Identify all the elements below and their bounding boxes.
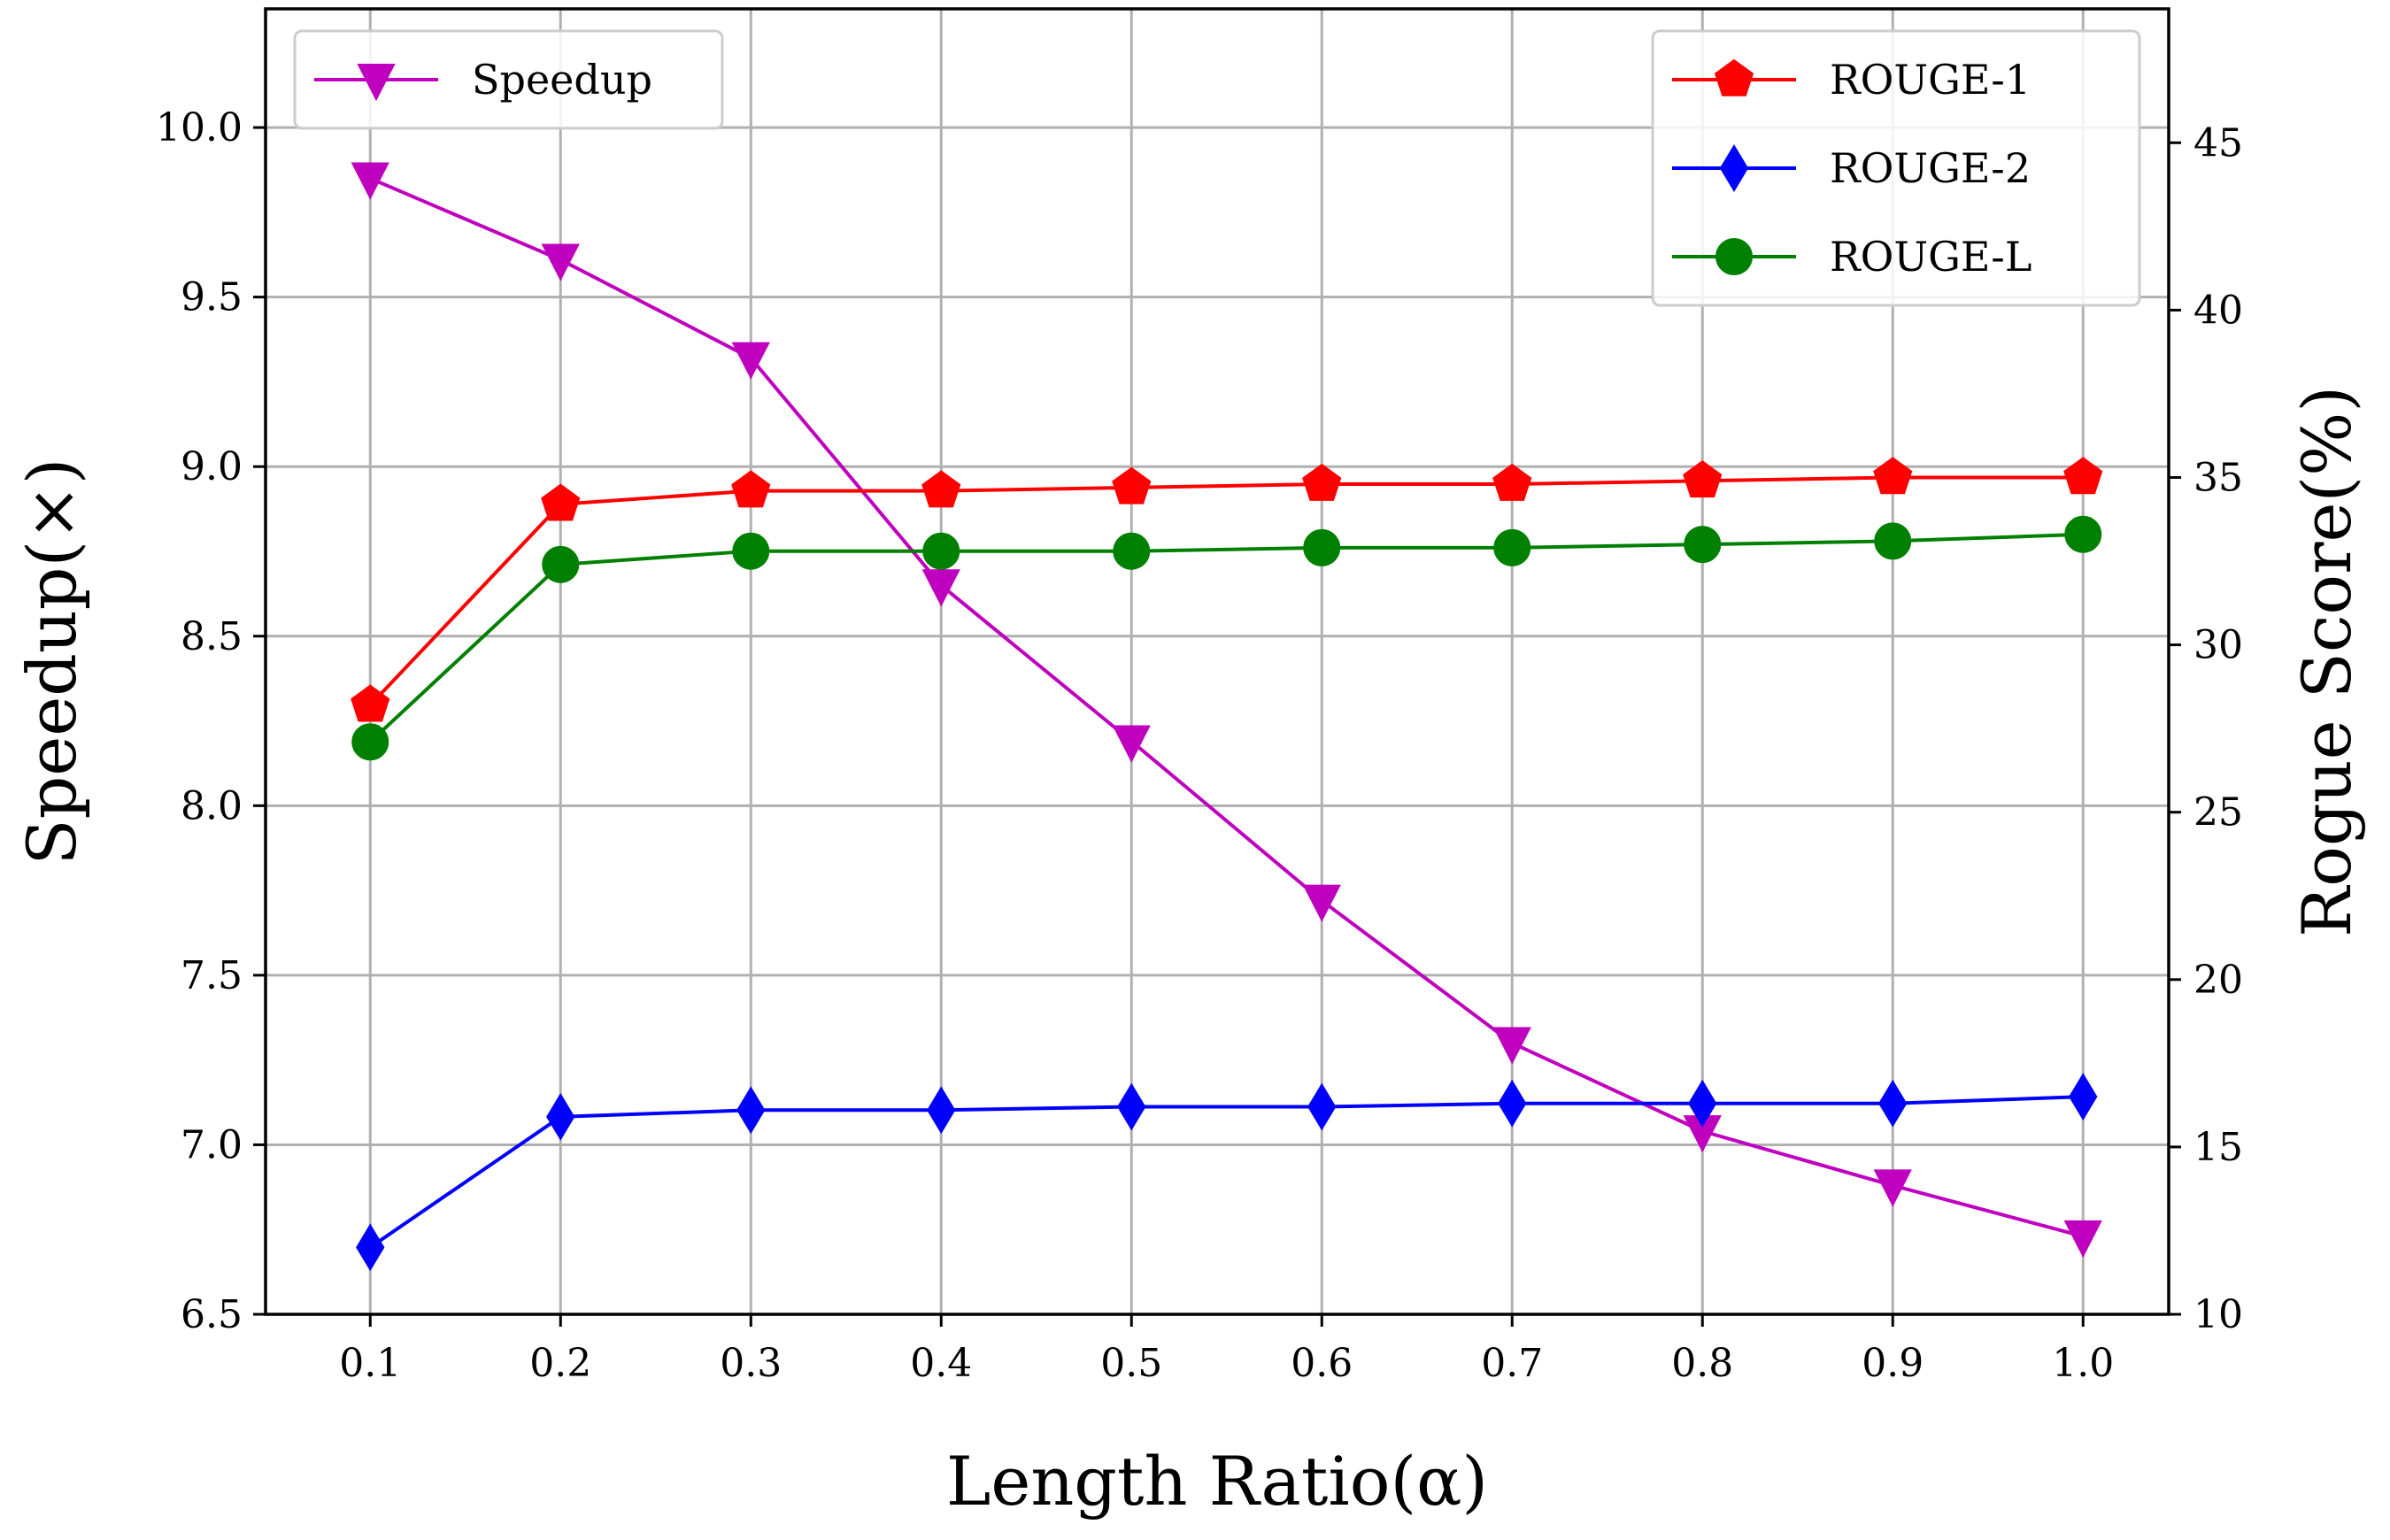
series-layer: [351, 162, 2103, 1272]
data-point-rouge-1: [921, 470, 961, 508]
data-point-speedup: [1873, 1169, 1912, 1207]
data-point-speedup: [1302, 884, 1341, 922]
y-right-tick-label: 30: [2193, 623, 2243, 668]
legend-label-speedup: Speedup: [472, 56, 652, 104]
data-point-speedup: [2063, 1220, 2102, 1259]
data-point-rouge-2: [1307, 1082, 1337, 1131]
data-point-rouge-l: [1493, 528, 1531, 566]
y-left-tick-label: 6.5: [181, 1292, 243, 1337]
data-point-rouge-1: [2063, 457, 2103, 495]
y-right-tick-label: 45: [2193, 120, 2243, 166]
legend-label-rouge-1: ROUGE-1: [1830, 56, 2031, 104]
x-tick-label: 0.1: [339, 1341, 401, 1386]
x-tick-label: 1.0: [2052, 1341, 2114, 1386]
legend-marker-rouge-1: [1714, 58, 1754, 96]
data-point-rouge-l: [1874, 522, 1912, 560]
legend-top-left: Speedup: [293, 29, 724, 130]
x-tick-label: 0.8: [1671, 1341, 1733, 1386]
series-line-rouge-2: [369, 1095, 2084, 1250]
series-line-rouge-l: [368, 532, 2084, 743]
x-tick-label: 0.6: [1291, 1341, 1353, 1386]
data-point-rouge-2: [1688, 1079, 1717, 1128]
data-point-speedup: [731, 342, 770, 380]
y-axis-left-label: Speedup(×): [12, 458, 91, 866]
data-point-rouge-2: [356, 1223, 385, 1272]
y-right-tick-label: 35: [2193, 455, 2243, 500]
legend-box: [293, 29, 724, 130]
data-point-speedup: [351, 162, 389, 200]
data-point-speedup: [1112, 725, 1151, 763]
data-point-rouge-2: [927, 1086, 956, 1135]
legend-marker-rouge-l: [1715, 238, 1753, 275]
legend-label-rouge-2: ROUGE-2: [1830, 144, 2031, 192]
x-tick-label: 0.7: [1481, 1341, 1543, 1386]
data-point-rouge-1: [731, 470, 771, 508]
y-right-tick-label: 15: [2193, 1125, 2243, 1170]
data-point-speedup: [1492, 1027, 1531, 1065]
data-point-rouge-2: [2069, 1073, 2098, 1121]
data-point-speedup: [541, 243, 580, 281]
legend-marker-rouge-2: [1719, 144, 1749, 192]
series-rouge-l: [351, 515, 2102, 761]
y-axis-right: 10 15 20 25 30 35 40 45: [2169, 120, 2243, 1337]
series-rouge-1: [351, 457, 2103, 722]
x-axis: 0.1 0.2 0.3 0.4 0.5 0.6 0.7 0.8 0.9 1.0: [339, 1314, 2114, 1386]
data-point-rouge-1: [1302, 463, 1342, 501]
data-point-rouge-1: [1873, 457, 1913, 495]
x-tick-label: 0.4: [910, 1341, 972, 1386]
data-point-rouge-2: [1878, 1079, 1908, 1128]
data-point-rouge-2: [546, 1092, 575, 1141]
data-point-rouge-2: [1117, 1082, 1146, 1131]
y-left-tick-label: 9.5: [181, 275, 243, 320]
data-point-rouge-1: [541, 483, 581, 521]
data-point-rouge-1: [351, 684, 390, 722]
data-point-speedup: [921, 569, 960, 607]
y-left-tick-label: 9.0: [181, 444, 243, 489]
y-left-tick-label: 7.5: [181, 953, 243, 998]
y-left-tick-label: 8.5: [181, 614, 243, 659]
series-line-speedup: [369, 176, 2084, 1238]
data-point-rouge-2: [1498, 1079, 1527, 1128]
y-right-tick-label: 25: [2193, 790, 2243, 835]
x-tick-label: 0.5: [1100, 1341, 1162, 1386]
data-point-rouge-l: [542, 545, 580, 583]
legend-top-right: ROUGE-1 ROUGE-2 ROUGE-L: [1651, 29, 2141, 307]
y-right-tick-label: 40: [2193, 288, 2243, 333]
data-point-rouge-1: [1492, 463, 1532, 501]
data-point-rouge-l: [351, 723, 389, 761]
y-right-tick-label: 10: [2193, 1292, 2243, 1337]
data-point-rouge-l: [732, 532, 770, 570]
data-point-rouge-1: [1112, 466, 1152, 504]
x-axis-label: Length Ratio(α): [946, 1442, 1488, 1521]
y-axis-right-label: Rogue Score(%): [2287, 386, 2366, 937]
series-line-rouge-1: [368, 475, 2084, 707]
x-tick-label: 0.9: [1862, 1341, 1924, 1386]
data-point-rouge-l: [2064, 515, 2102, 553]
plot-frame: [264, 7, 2170, 1316]
y-axis-left: 6.5 7.0 7.5 8.0 8.5 9.0 9.5 10.0: [156, 105, 266, 1337]
data-point-rouge-2: [736, 1086, 766, 1135]
data-point-rouge-l: [922, 532, 960, 570]
x-tick-label: 0.3: [720, 1341, 782, 1386]
y-left-tick-label: 7.0: [181, 1122, 243, 1167]
x-tick-label: 0.2: [529, 1341, 591, 1386]
data-point-rouge-l: [1684, 526, 1722, 564]
y-right-tick-label: 20: [2193, 958, 2243, 1003]
legend-marker-speedup: [357, 64, 396, 102]
series-speedup: [351, 162, 2102, 1259]
data-point-rouge-l: [1303, 528, 1341, 566]
legend-box: [1651, 29, 2141, 307]
data-point-rouge-1: [1683, 460, 1723, 498]
y-left-tick-label: 10.0: [156, 105, 243, 150]
y-left-tick-label: 8.0: [181, 783, 243, 828]
data-point-rouge-l: [1113, 532, 1151, 570]
legend-label-rouge-l: ROUGE-L: [1830, 233, 2032, 281]
series-rouge-2: [356, 1073, 2098, 1272]
